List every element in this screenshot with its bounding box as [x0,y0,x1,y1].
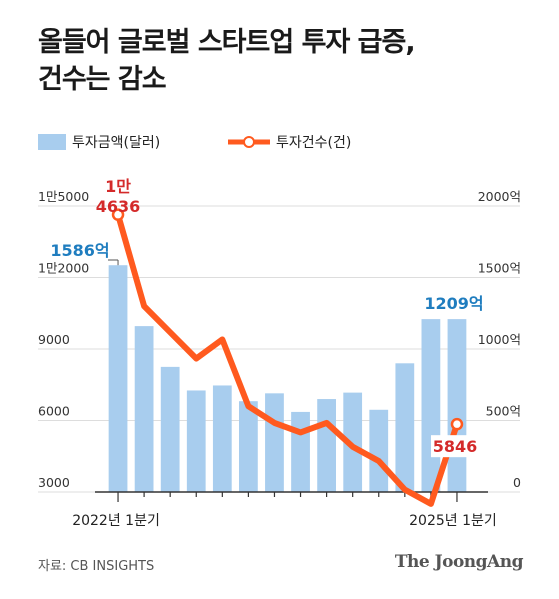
first-line-label-2: 4636 [96,197,141,216]
bar [134,326,154,492]
first-line-label-1: 1만 [105,177,131,196]
legend-line-label: 투자건수(건) [276,135,352,151]
bar [212,385,232,492]
line-series [115,211,460,507]
right-axis-tick-label: 2000억 [478,189,521,204]
line-endpoint-marker [111,208,125,221]
bar [421,319,441,492]
left-axis-tick-label: 6000 [38,404,70,419]
left-axis-tick-label: 1만5000 [38,189,89,204]
x-tick-label-first: 2022년 1분기 [72,513,160,529]
last-line-label-bg [430,435,479,458]
right-axis-tick-label: 1500억 [478,261,521,276]
first-bar-label: 1586억 [50,241,109,260]
bar [160,366,180,492]
bar [395,363,415,492]
x-tick-label-last: 2025년 1분기 [409,513,497,529]
title-line-2: 건수는 감소 [38,64,167,95]
legend-bar-swatch [38,134,66,150]
brand-logo: The JoongAng [394,552,524,572]
bar [317,399,336,492]
chart-title: 올들어 글로벌 스타트업 투자 급증, 건수는 감소 [38,24,538,98]
last-bar-label: 1209억 [424,294,483,313]
legend-bar-label: 투자금액(달러) [72,135,161,151]
right-axis-tick-label: 500억 [486,404,521,419]
left-axis-tick-label: 1만2000 [38,261,89,276]
right-axis-tick-label: 1000억 [478,332,521,347]
bar [447,319,467,492]
bar [343,392,363,492]
line-endpoint-marker [450,417,464,431]
source-note: 자료: CB INSIGHTS [38,559,155,574]
bar [186,390,206,492]
left-axis-tick-label: 3000 [38,475,70,490]
right-axis-tick-label: 0 [513,475,521,490]
legend-line-swatch [228,136,270,148]
bar [369,409,389,492]
title-line-1: 올들어 글로벌 스타트업 투자 급증, [38,27,416,58]
bar [265,393,284,492]
bar [291,411,310,492]
left-axis-tick-label: 9000 [38,332,70,347]
bar [108,265,128,492]
bar [239,401,258,492]
last-line-label: 5846 [433,437,478,456]
